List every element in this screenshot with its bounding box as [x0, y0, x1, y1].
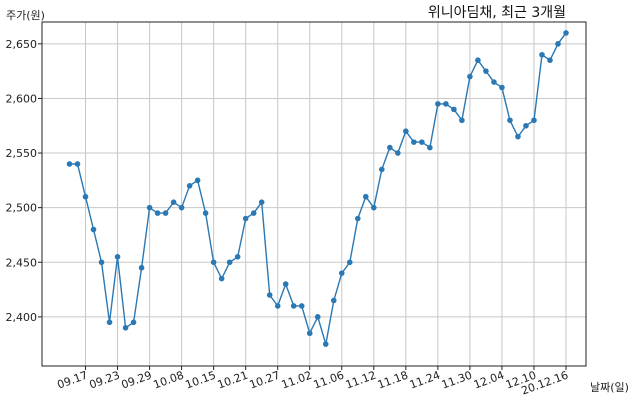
data-point [531, 117, 537, 124]
x-tick-label: 11.24 [408, 369, 442, 392]
data-point [298, 303, 305, 309]
data-point [178, 204, 185, 211]
series-line [69, 32, 567, 345]
data-point [106, 319, 113, 326]
x-axis-ticks: 09.1709.2309.2910.0810.1510.2110.2711.02… [55, 366, 570, 398]
x-tick-label: 10.15 [184, 369, 218, 392]
data-point [475, 57, 481, 64]
data-point [483, 68, 489, 74]
y-axis-label: 주가(원) [6, 9, 45, 22]
data-point [218, 275, 225, 282]
data-point [387, 144, 393, 151]
data-point [258, 199, 265, 205]
y-tick-label: 2,450 [6, 256, 38, 269]
data-point [290, 303, 297, 309]
data-point [194, 177, 201, 184]
data-point [523, 122, 529, 129]
data-point [371, 204, 377, 211]
x-tick-label: 11.30 [440, 369, 474, 392]
data-point [314, 314, 321, 320]
x-tick-label: 10.08 [152, 369, 186, 392]
data-point [170, 199, 177, 205]
data-point [282, 281, 289, 287]
x-tick-label: 11.06 [312, 369, 346, 392]
data-point [66, 161, 73, 167]
price-series [66, 30, 569, 347]
x-tick-label: 10.21 [216, 369, 250, 392]
data-point [354, 215, 361, 222]
data-point [411, 139, 417, 145]
y-tick-label: 2,400 [6, 311, 38, 324]
plot-frame [41, 21, 587, 367]
data-point [130, 319, 137, 326]
data-point [330, 297, 337, 304]
data-point [74, 161, 81, 167]
data-point [403, 128, 409, 135]
y-axis-ticks: 2,400 2,450 2,500 2,550 2,600 2,650 [6, 38, 42, 324]
data-point [234, 253, 241, 260]
data-point [515, 133, 521, 140]
data-point [306, 330, 313, 337]
data-point [427, 144, 433, 151]
data-point [82, 193, 89, 200]
data-point [114, 253, 121, 260]
data-point [338, 270, 345, 276]
y-tick-label: 2,550 [6, 147, 38, 160]
data-point [435, 101, 441, 107]
data-point [146, 204, 153, 211]
x-tick-label: 09.17 [55, 369, 89, 392]
x-tick-label: 09.23 [88, 369, 122, 392]
x-tick-label: 10.27 [248, 369, 282, 392]
data-point [226, 259, 233, 266]
data-point [499, 84, 505, 91]
data-point [539, 51, 545, 58]
data-point [162, 210, 169, 216]
x-tick-label: 09.29 [120, 369, 154, 392]
data-point [202, 210, 209, 216]
data-point [459, 117, 465, 124]
x-tick-label: 11.12 [344, 369, 378, 392]
y-tick-label: 2,650 [6, 38, 38, 51]
y-tick-label: 2,600 [6, 92, 38, 105]
data-point [346, 259, 353, 266]
data-point [322, 341, 329, 347]
data-point [154, 210, 161, 216]
data-point [98, 259, 105, 266]
data-point [379, 166, 385, 173]
data-point [491, 79, 497, 85]
data-point [507, 117, 513, 124]
data-point [122, 324, 129, 331]
data-point [467, 73, 473, 80]
x-axis-label: 날짜(일) [590, 380, 629, 394]
data-point [419, 139, 425, 145]
grid [42, 22, 586, 366]
data-point [266, 292, 273, 298]
x-tick-label: 11.18 [376, 369, 410, 392]
chart-title: 위니아딤채, 최근 3개월 [428, 5, 566, 21]
data-point [138, 264, 145, 271]
x-tick-label: 12.04 [472, 369, 506, 392]
data-point [395, 150, 401, 156]
x-tick-label: 11.02 [280, 369, 314, 392]
data-point [90, 226, 97, 233]
data-point [250, 210, 257, 216]
y-tick-label: 2,500 [6, 202, 38, 215]
data-point [563, 30, 569, 36]
data-point [547, 57, 553, 64]
data-point [451, 106, 457, 113]
data-point [274, 303, 281, 309]
data-point [555, 41, 561, 47]
data-point [362, 193, 369, 200]
data-point [242, 215, 249, 222]
data-point [186, 183, 193, 189]
data-point [210, 259, 217, 266]
data-point [443, 101, 449, 107]
